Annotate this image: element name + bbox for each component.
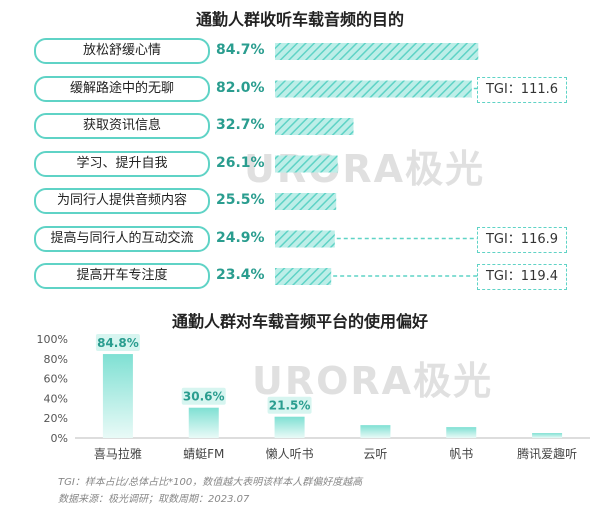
x-tick-label: 喜马拉雅 <box>94 446 142 461</box>
purpose-value-label: 24.9% <box>216 229 265 246</box>
tgi-badge: TGI：119.4 <box>477 264 567 290</box>
purpose-bar <box>275 118 354 135</box>
purpose-bar <box>275 43 479 60</box>
platform-bar <box>274 416 305 438</box>
y-tick-label: 40% <box>44 392 68 405</box>
platform-bar <box>102 354 133 438</box>
footnote-tgi: TGI：样本占比/总体占比*100，数值越大表明该样本人群偏好度越高 <box>58 477 363 488</box>
data-label-bg <box>181 387 226 405</box>
y-tick-label: 60% <box>44 373 68 386</box>
platform-bar <box>360 425 391 438</box>
x-tick-label: 懒人听书 <box>266 447 314 461</box>
aurora-watermark: URORA极光 <box>252 359 494 403</box>
tgi-badge: TGI：111.6 <box>477 76 567 103</box>
y-tick-label: 20% <box>44 412 68 425</box>
chart-title-platform: 通勤人群对车载音频平台的使用偏好 <box>171 312 428 331</box>
purpose-category-label: 提高与同行人的互动交流 <box>34 225 210 252</box>
purpose-bar <box>275 230 335 248</box>
purpose-bar <box>275 193 337 210</box>
y-tick-label: 100% <box>37 333 68 346</box>
chart-title-purpose: 通勤人群收听车载音频的目的 <box>195 10 404 29</box>
purpose-value-label: 26.1% <box>216 154 265 171</box>
purpose-value-label: 84.7% <box>216 42 265 58</box>
purpose-value-label: 25.5% <box>216 192 265 208</box>
data-label: 21.5% <box>269 399 311 413</box>
platform-bar <box>532 433 563 438</box>
purpose-category-label: 提高开车专注度 <box>34 263 210 289</box>
purpose-bar <box>275 155 338 173</box>
purpose-value-label: 23.4% <box>216 267 265 283</box>
purpose-category-label: 学习、提升自我 <box>34 150 210 177</box>
purpose-bar <box>275 268 332 285</box>
purpose-category-label: 放松舒缓心情 <box>34 38 210 64</box>
platform-bar <box>188 407 219 438</box>
y-tick-label: 0% <box>51 432 68 445</box>
data-label: 84.8% <box>97 336 139 350</box>
footnote-source: 数据来源：极光调研；取数周期：2023.07 <box>58 494 250 505</box>
tgi-badge: TGI：116.9 <box>477 226 567 253</box>
x-tick-label: 帆书 <box>449 446 473 461</box>
purpose-category-label: 获取资讯信息 <box>34 113 210 139</box>
x-tick-label: 腾讯爱趣听 <box>517 446 577 461</box>
data-label-bg <box>267 396 312 414</box>
platform-bar <box>446 427 477 438</box>
purpose-value-label: 32.7% <box>216 117 265 133</box>
purpose-category-label: 为同行人提供音频内容 <box>34 188 210 214</box>
x-tick-label: 蜻蜓FM <box>183 447 224 461</box>
data-label: 30.6% <box>183 390 225 404</box>
purpose-value-label: 82.0% <box>216 79 265 96</box>
purpose-category-label: 缓解路途中的无聊 <box>34 75 210 102</box>
x-tick-label: 云听 <box>363 447 387 461</box>
y-tick-label: 80% <box>44 353 68 366</box>
data-label-bg <box>95 334 140 352</box>
purpose-bar <box>275 80 472 98</box>
